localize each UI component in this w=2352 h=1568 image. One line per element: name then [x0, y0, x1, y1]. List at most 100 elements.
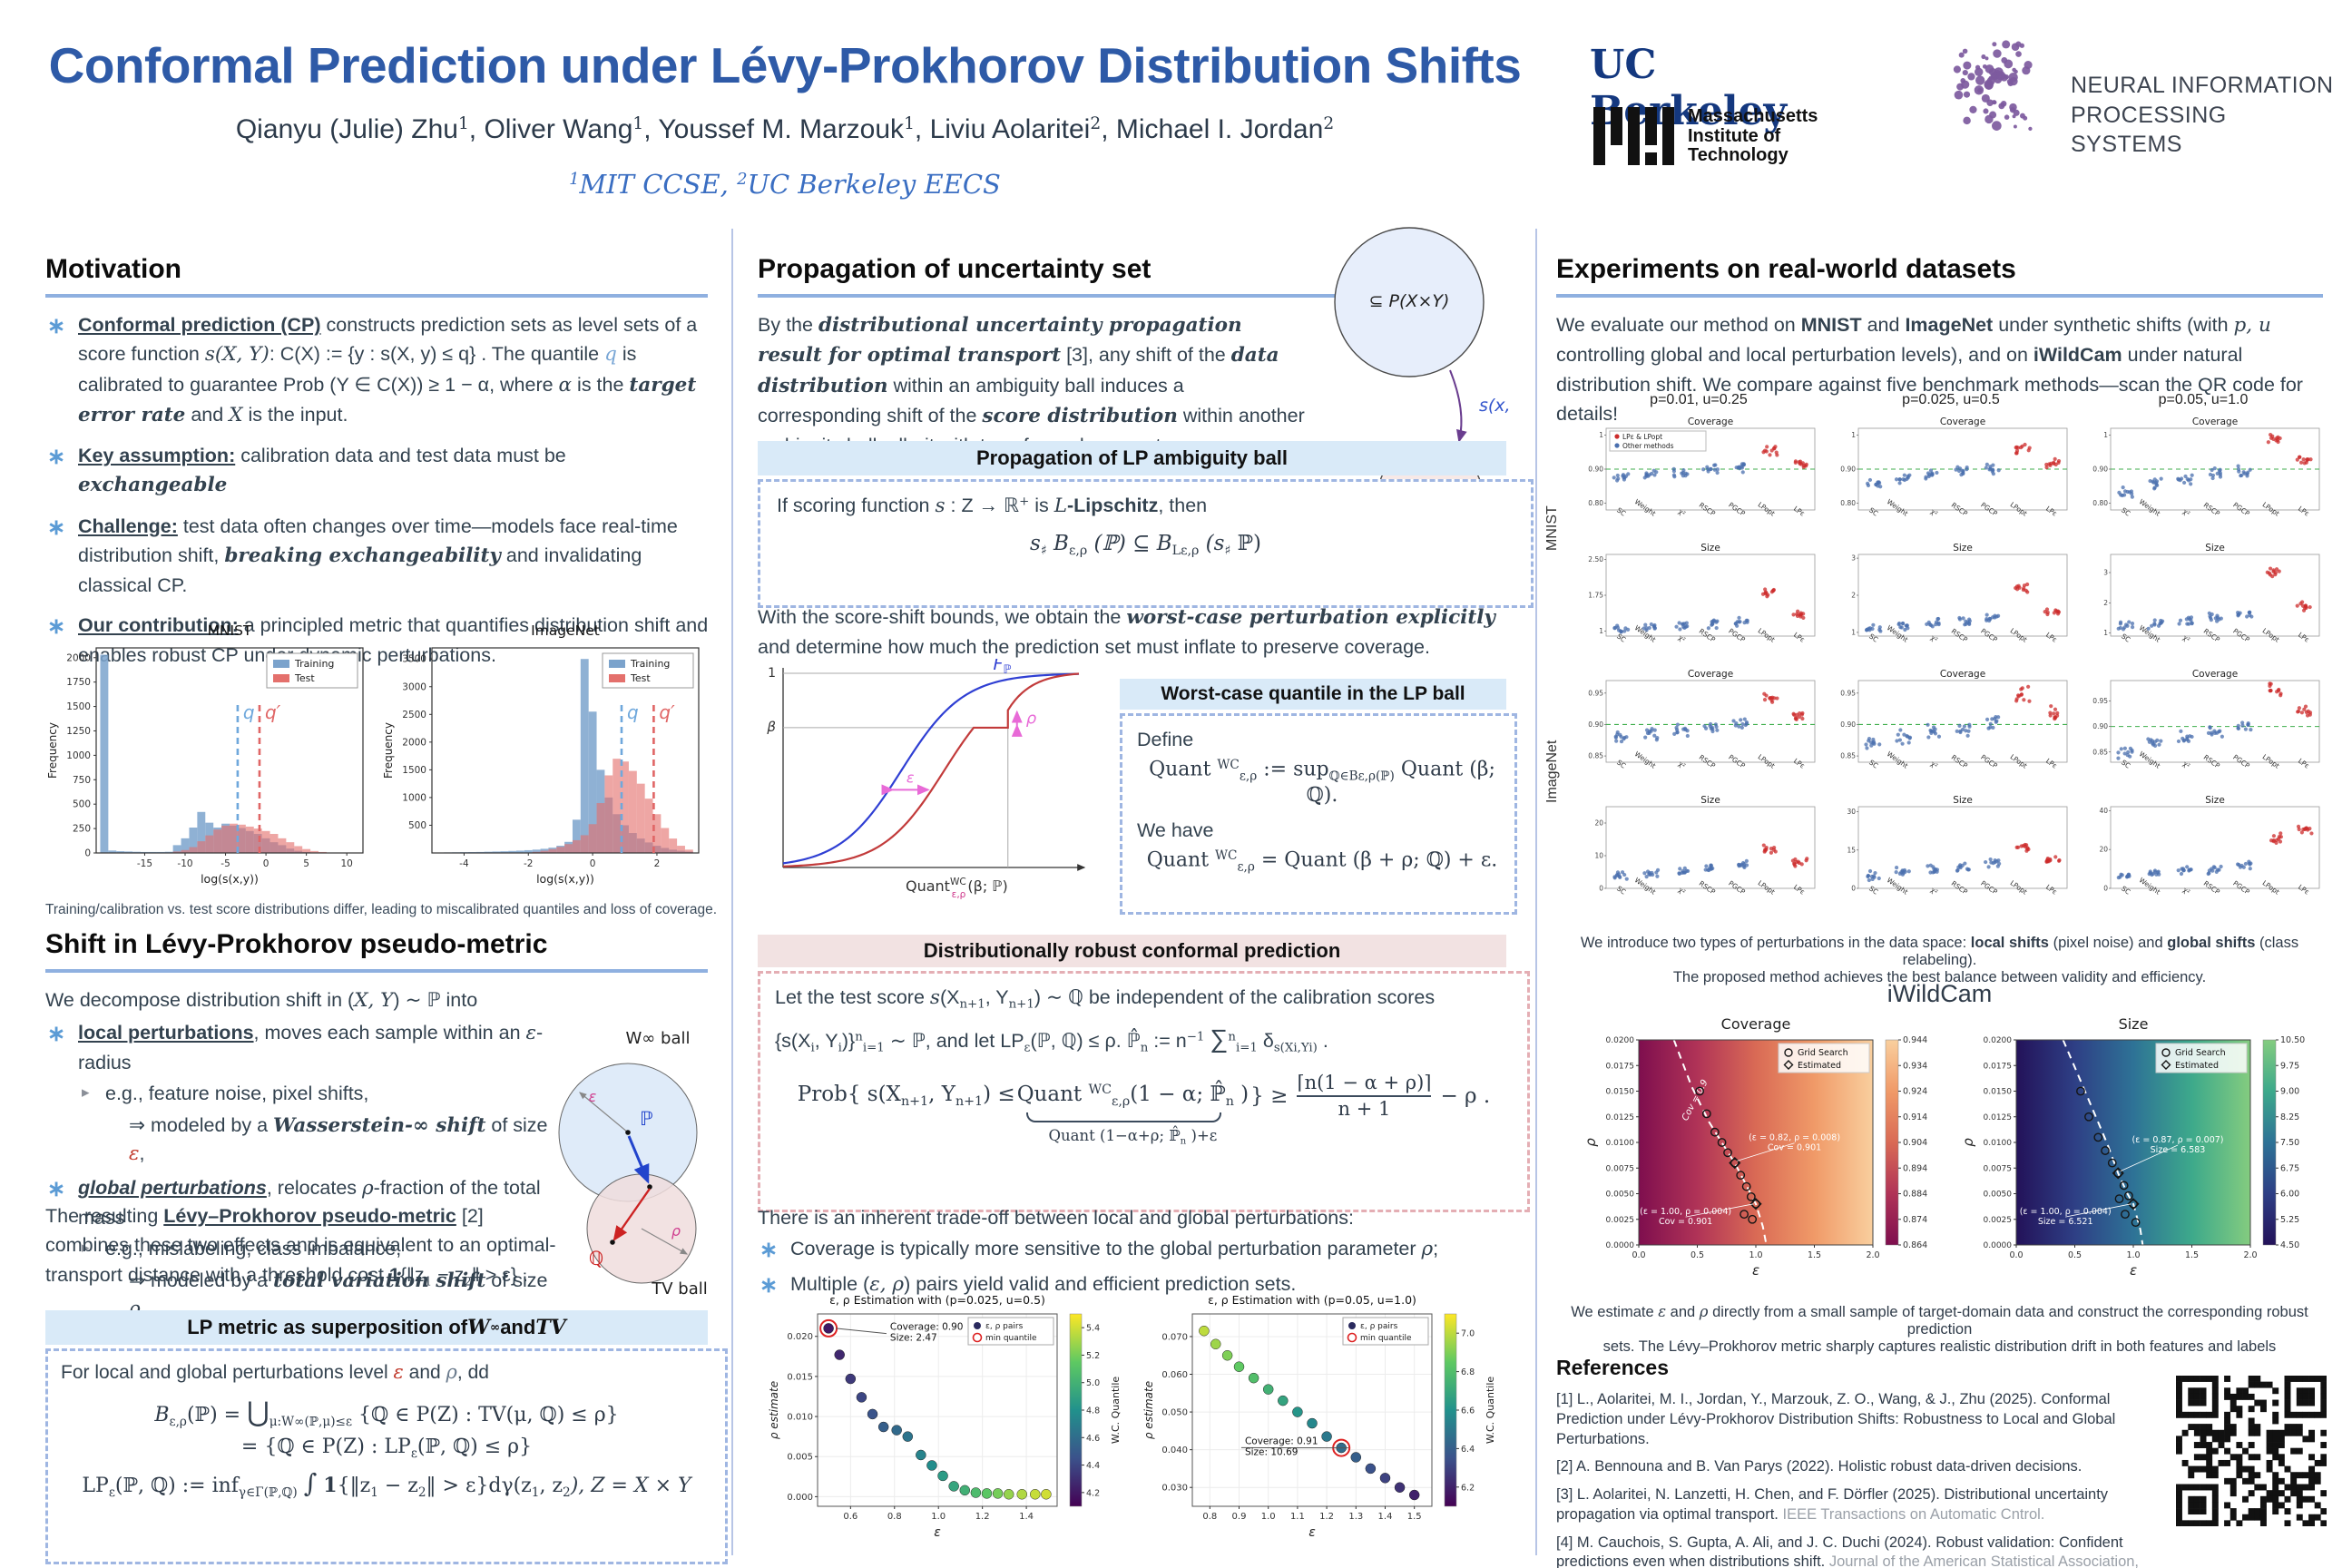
wc-have-label: We have — [1137, 818, 1214, 841]
svg-text:40: 40 — [2099, 807, 2108, 815]
svg-text:χ²: χ² — [1677, 760, 1687, 770]
bullet-local-perturbations: ∗ local perturbations, moves each sample … — [45, 1018, 549, 1078]
svg-text:Coverage: Coverage — [1940, 669, 1985, 680]
svg-text:-10: -10 — [177, 858, 192, 869]
section-rule — [45, 969, 708, 973]
svg-text:0: 0 — [263, 858, 270, 869]
svg-text:χ²: χ² — [1929, 760, 1939, 770]
svg-text:Grid Search: Grid Search — [1798, 1048, 1848, 1058]
svg-text:Test: Test — [630, 672, 651, 684]
svg-text:0.050: 0.050 — [1161, 1408, 1188, 1418]
svg-text:ε, ρ pairs: ε, ρ pairs — [1360, 1322, 1398, 1331]
svg-text:Coverage: Coverage — [2192, 669, 2238, 680]
svg-text:χ²: χ² — [1929, 507, 1939, 518]
svg-text:0.0: 0.0 — [2009, 1250, 2023, 1260]
wc-quantile-banner: Worst-case quantile in the LP ball — [1120, 679, 1506, 710]
svg-text:β: β — [766, 719, 776, 735]
svg-text:10.50: 10.50 — [2280, 1035, 2305, 1045]
wc-result-formula: Quant WCε,ρ = Quant (β + ρ; ℚ) + ε. — [1146, 848, 1498, 875]
bullet-star-icon: ∗ — [760, 1273, 779, 1298]
svg-text:χ²: χ² — [1677, 507, 1687, 518]
svg-text:0.0025: 0.0025 — [1984, 1216, 2013, 1225]
svg-text:0.80: 0.80 — [2092, 499, 2108, 507]
svg-text:250: 250 — [73, 824, 91, 835]
fraction: ⌈n(1 − α + ρ)⌉ n + 1 — [1297, 1071, 1432, 1120]
svg-text:9.75: 9.75 — [2280, 1061, 2299, 1071]
mnist-histogram: MNIST 0 250 500 750 1000 1250 1500 1750 2000 -15 -1… — [46, 622, 364, 886]
grid-caption: We introduce two types of perturbations … — [1580, 935, 2299, 985]
svg-text:20: 20 — [2099, 846, 2108, 854]
svg-text:5.2: 5.2 — [1086, 1351, 1100, 1361]
svg-text:Test: Test — [294, 672, 315, 684]
svg-text:0.85: 0.85 — [2092, 748, 2108, 756]
lp-metric-box: For local and global perturbations level… — [45, 1348, 728, 1564]
section-heading-lp: Shift in Lévy-Prokhorov pseudo-metric — [45, 929, 548, 959]
svg-text:Cov = 0.901: Cov = 0.901 — [1659, 1217, 1712, 1227]
svg-text:ρ: ρ — [1583, 1138, 1599, 1147]
svg-text:2.50: 2.50 — [1588, 555, 1603, 564]
svg-text:1000: 1000 — [402, 792, 426, 803]
svg-text:ε: ε — [1752, 1262, 1759, 1279]
svg-text:Size = 6.521: Size = 6.521 — [2038, 1217, 2093, 1227]
svg-text:0.85: 0.85 — [1588, 752, 1603, 760]
bullet-global-perturbations: ∗ global perturbations, relocates ρ-fract… — [45, 1173, 549, 1233]
svg-text:0.015: 0.015 — [787, 1372, 813, 1382]
svg-text:2: 2 — [1851, 592, 1856, 600]
svg-text:0.030: 0.030 — [1161, 1484, 1188, 1494]
lipschitz-condition: If scoring function s : Z → ℝ+ is L-Lips… — [777, 495, 1208, 517]
svg-text:Coverage: Coverage — [1721, 1015, 1791, 1033]
section-rule — [45, 294, 708, 298]
svg-text:4.2: 4.2 — [1086, 1488, 1100, 1498]
triangle-icon: ▸ — [82, 1083, 90, 1101]
svg-text:1.2: 1.2 — [975, 1512, 990, 1522]
svg-text:0.0150: 0.0150 — [1606, 1088, 1635, 1097]
imagenet-histogram: ImageNet 500 1000 1500 2000 2500 3000 3500 -4 -2 0… — [382, 622, 700, 886]
svg-text:1.0: 1.0 — [1261, 1512, 1276, 1522]
svg-text:ε: ε — [1308, 1525, 1316, 1540]
svg-text:χ²: χ² — [1677, 633, 1687, 644]
svg-text:1: 1 — [2103, 431, 2108, 439]
propagation-formula: s♯ Bε,ρ (ℙ) ⊆ BLε,ρ (s♯ ℙ) — [1030, 532, 1261, 559]
svg-text:0.90: 0.90 — [1588, 466, 1603, 474]
svg-text:Grid Search: Grid Search — [2175, 1048, 2226, 1058]
svg-text:ε, ρ Estimation with (p=0.025,: ε, ρ Estimation with (p=0.025, u=0.5) — [829, 1293, 1045, 1307]
svg-text:χ²: χ² — [1929, 886, 1939, 897]
reference-item: [1] L., Aolaritei, M. I., Jordan, Y., Ma… — [1556, 1391, 2116, 1447]
svg-text:1: 1 — [1851, 431, 1856, 439]
svg-text:0.90: 0.90 — [2092, 722, 2108, 730]
drcp-line2: {s(Xi, Yi)}ni=1 ∼ ℙ, and let LPε(ℙ, ℚ) ≤… — [775, 1024, 1328, 1055]
svg-text:2: 2 — [2103, 599, 2108, 607]
svg-text:1.3: 1.3 — [1348, 1512, 1363, 1522]
svg-text:0.0125: 0.0125 — [1606, 1113, 1635, 1122]
svg-text:0.85: 0.85 — [1840, 752, 1856, 760]
bullet-star-icon: ∗ — [47, 445, 66, 469]
svg-text:1.5: 1.5 — [1808, 1250, 1821, 1260]
svg-text:0.90: 0.90 — [1588, 720, 1603, 729]
svg-text:ε: ε — [906, 769, 915, 786]
bullet-coverage-sensitivity: ∗ Coverage is typically more sensitive to… — [758, 1234, 1504, 1264]
svg-text:0.0: 0.0 — [1632, 1250, 1645, 1260]
lp-ambiguity-box: If scoring function s : Z → ℝ+ is L-Lips… — [758, 479, 1534, 608]
svg-text:ε: ε — [589, 1088, 597, 1105]
svg-text:LPε & LPopt: LPε & LPopt — [1622, 433, 1662, 441]
drcp-line1: Let the test score s(Xn+1, Yn+1) ∼ ℚ be … — [775, 986, 1436, 1012]
lp-box-intro: For local and global perturbations level… — [61, 1361, 489, 1383]
svg-text:0.874: 0.874 — [1903, 1215, 1927, 1225]
svg-text:0.894: 0.894 — [1903, 1163, 1927, 1173]
svg-text:Size: Size — [1700, 795, 1720, 806]
panel-column-header: p=0.025, u=0.5 — [1902, 392, 2000, 407]
qr-code — [2176, 1376, 2327, 1526]
svg-text:Coverage: Coverage — [1688, 669, 1733, 680]
column-divider — [731, 229, 733, 1555]
lp-intro: We decompose distribution shift in (X, Y… — [45, 989, 478, 1012]
svg-text:6.8: 6.8 — [1461, 1367, 1475, 1377]
svg-text:7.0: 7.0 — [1461, 1329, 1475, 1339]
svg-text:0.0100: 0.0100 — [1984, 1139, 2013, 1148]
svg-text:0.0075: 0.0075 — [1984, 1164, 2013, 1173]
benchmark-grid: p=0.01, u=0.25 p=0.025, u=0.5 p=0.05, u=1.… — [1543, 392, 2328, 929]
svg-text:0.914: 0.914 — [1903, 1112, 1927, 1122]
svg-text:q′: q′ — [659, 701, 675, 723]
svg-text:1.75: 1.75 — [1588, 592, 1603, 600]
